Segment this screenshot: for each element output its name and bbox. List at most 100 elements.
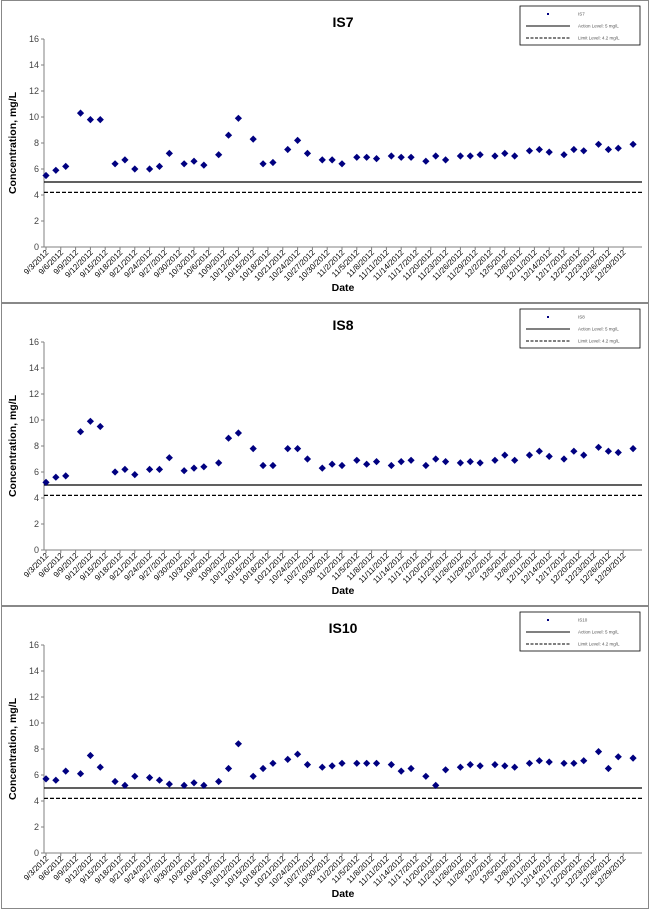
data-point bbox=[604, 447, 612, 455]
data-point bbox=[397, 153, 405, 161]
data-point bbox=[146, 465, 154, 473]
data-point bbox=[284, 445, 292, 453]
y-tick-label: 16 bbox=[29, 34, 39, 44]
data-point bbox=[190, 464, 198, 472]
legend-label: Action Level: 5 mg/L bbox=[578, 630, 619, 635]
data-point bbox=[131, 471, 139, 479]
data-point bbox=[338, 759, 346, 767]
data-point bbox=[224, 131, 233, 139]
legend: IS7 Action Level: 5 mg/L Limit Level: 4.2 … bbox=[519, 5, 641, 46]
data-point bbox=[535, 447, 543, 455]
y-tick-label: 0 bbox=[34, 545, 39, 555]
data-point bbox=[294, 750, 302, 758]
data-point bbox=[594, 443, 603, 451]
data-point bbox=[560, 759, 568, 767]
data-point bbox=[284, 755, 292, 763]
data-point bbox=[501, 149, 509, 157]
data-point bbox=[146, 165, 154, 173]
y-tick-label: 12 bbox=[29, 389, 39, 399]
data-point bbox=[387, 461, 395, 470]
data-point bbox=[328, 156, 336, 164]
data-point bbox=[525, 451, 534, 459]
data-point bbox=[180, 467, 188, 475]
data-point bbox=[111, 468, 119, 476]
data-point bbox=[318, 156, 326, 164]
data-point bbox=[363, 759, 371, 767]
data-point bbox=[511, 763, 519, 771]
y-tick-label: 2 bbox=[34, 216, 39, 226]
data-point bbox=[580, 757, 588, 765]
legend-label: Limit Level: 4.2 mg/L bbox=[578, 339, 620, 344]
legend-label: IS8 bbox=[578, 315, 585, 320]
data-point bbox=[338, 461, 346, 470]
data-point bbox=[318, 464, 326, 472]
data-point bbox=[146, 774, 154, 782]
data-point bbox=[111, 160, 119, 168]
data-point bbox=[303, 761, 312, 769]
chart-title: IS7 bbox=[332, 14, 353, 30]
legend-label: Limit Level: 4.2 mg/L bbox=[578, 36, 620, 41]
chart-panel-is10: IS10 Concentration, mg/L 0 2 4 6 8 10 12 14 16 9/3/… bbox=[1, 606, 649, 909]
data-point bbox=[62, 472, 70, 480]
data-point bbox=[432, 455, 440, 463]
y-tick-label: 14 bbox=[29, 666, 39, 676]
legend-marker bbox=[547, 619, 549, 621]
y-tick-label: 4 bbox=[34, 190, 39, 200]
y-axis-title: Concentration, mg/L bbox=[7, 394, 19, 497]
y-tick-label: 8 bbox=[34, 441, 39, 451]
data-point bbox=[200, 463, 208, 471]
data-point bbox=[86, 751, 94, 760]
data-point bbox=[234, 740, 242, 748]
data-point bbox=[131, 772, 139, 780]
data-point bbox=[155, 776, 164, 784]
data-point bbox=[180, 160, 188, 168]
data-point bbox=[269, 759, 277, 767]
data-point bbox=[629, 445, 637, 453]
data-point bbox=[491, 761, 499, 769]
data-point bbox=[422, 461, 430, 470]
data-point bbox=[249, 445, 257, 453]
x-axis-title: Date bbox=[332, 585, 355, 597]
data-point bbox=[560, 455, 568, 463]
data-point bbox=[594, 140, 603, 148]
data-point bbox=[397, 767, 405, 775]
data-point bbox=[76, 770, 85, 778]
data-point bbox=[86, 116, 94, 124]
data-point bbox=[224, 764, 233, 773]
data-point bbox=[629, 754, 637, 762]
data-point bbox=[96, 422, 104, 431]
data-point bbox=[570, 759, 578, 767]
data-point bbox=[387, 152, 395, 160]
y-tick-label: 0 bbox=[34, 242, 39, 252]
y-tick-label: 16 bbox=[29, 337, 39, 347]
legend-label: IS7 bbox=[578, 12, 585, 17]
data-point bbox=[155, 465, 164, 473]
x-axis-title: Date bbox=[332, 282, 355, 294]
data-point bbox=[121, 465, 129, 473]
data-point bbox=[501, 451, 509, 459]
data-point bbox=[328, 762, 336, 770]
data-point bbox=[580, 451, 588, 459]
chart-panel-is8: IS8 Concentration, mg/L 0 2 4 6 8 10 12 14 16 9/3/2… bbox=[1, 303, 649, 606]
legend-label: IS10 bbox=[578, 618, 588, 623]
data-point bbox=[614, 448, 622, 457]
legend: IS8 Action Level: 5 mg/L Limit Level: 4.2 … bbox=[519, 308, 641, 349]
data-point bbox=[476, 151, 484, 159]
data-point bbox=[525, 759, 534, 767]
data-point bbox=[353, 759, 361, 767]
data-point bbox=[62, 767, 70, 775]
data-point bbox=[407, 456, 415, 464]
data-point bbox=[511, 152, 519, 160]
data-point bbox=[570, 447, 578, 455]
data-point bbox=[294, 445, 302, 453]
data-point bbox=[594, 748, 603, 756]
legend-label: Action Level: 5 mg/L bbox=[578, 24, 619, 29]
y-tick-label: 12 bbox=[29, 86, 39, 96]
data-point bbox=[456, 763, 464, 771]
data-point bbox=[269, 158, 277, 167]
data-point bbox=[604, 145, 612, 154]
data-point bbox=[318, 763, 326, 771]
data-point bbox=[372, 759, 381, 767]
data-point bbox=[52, 166, 60, 174]
